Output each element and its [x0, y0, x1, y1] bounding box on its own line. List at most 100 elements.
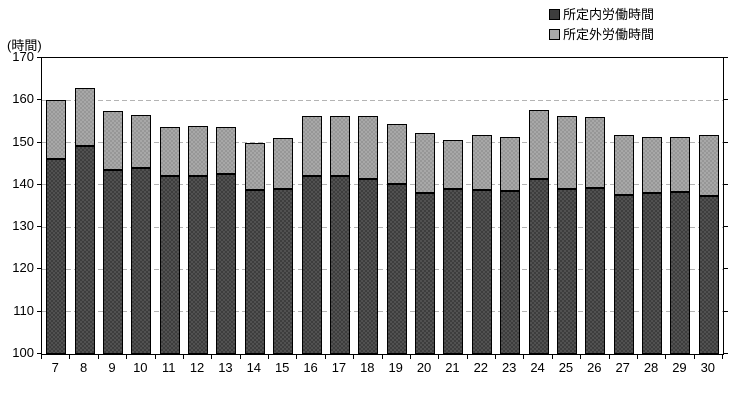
bar-18-overtime-segment — [358, 116, 379, 179]
y-tick-mark-right-150 — [724, 141, 728, 143]
gridline-110 — [42, 311, 723, 313]
x-tick-label-9: 9 — [108, 360, 116, 375]
bar-20-scheduled-segment — [415, 192, 436, 354]
bar-18-scheduled-segment — [358, 178, 379, 354]
plot-area — [41, 57, 724, 355]
x-tick-mark-8 — [268, 355, 269, 359]
x-tick-mark-0 — [41, 355, 42, 359]
y-tick-mark-left-130 — [37, 226, 41, 228]
x-tick-mark-23 — [694, 355, 695, 359]
y-tick-mark-right-120 — [724, 268, 728, 270]
x-tick-mark-14 — [438, 355, 439, 359]
y-tick-mark-left-160 — [37, 99, 41, 101]
x-tick-mark-6 — [211, 355, 212, 359]
x-tick-mark-11 — [353, 355, 354, 359]
bar-7-scheduled-segment — [46, 158, 67, 354]
bar-8-overtime-segment — [74, 88, 95, 147]
bar-26-scheduled-segment — [585, 187, 606, 354]
gridline-150 — [42, 142, 723, 144]
bar-11-scheduled-segment — [159, 176, 180, 354]
y-tick-label-100: 100 — [12, 345, 34, 360]
gridline-160 — [42, 99, 723, 101]
y-tick-label-110: 110 — [13, 302, 34, 318]
legend-item-scheduled-hours: 所定内労働時間 — [549, 8, 654, 21]
bar-27-scheduled-segment — [613, 195, 634, 354]
x-tick-mark-22 — [665, 355, 666, 359]
x-tick-mark-20 — [609, 355, 610, 359]
gridline-120 — [42, 268, 723, 270]
legend-swatch-scheduled-icon — [549, 9, 560, 20]
x-tick-label-21: 21 — [445, 360, 460, 375]
x-tick-mark-18 — [552, 355, 553, 359]
bar-24-overtime-segment — [528, 109, 549, 179]
bar-30-scheduled-segment — [698, 195, 719, 354]
x-tick-label-11: 11 — [161, 360, 176, 375]
y-tick-label-130: 130 — [12, 218, 34, 234]
bar-28-scheduled-segment — [642, 192, 663, 354]
x-tick-mark-9 — [296, 355, 297, 359]
bar-24-scheduled-segment — [528, 178, 549, 354]
bar-23-scheduled-segment — [500, 190, 521, 354]
y-tick-mark-left-150 — [37, 141, 41, 143]
bar-19-overtime-segment — [386, 123, 407, 185]
bar-17-scheduled-segment — [329, 175, 350, 354]
y-tick-mark-right-130 — [724, 226, 728, 228]
y-tick-label-150: 150 — [12, 133, 34, 149]
x-tick-mark-15 — [467, 355, 468, 359]
bar-14-scheduled-segment — [244, 189, 265, 354]
bar-16-scheduled-segment — [301, 176, 322, 354]
y-tick-label-140: 140 — [12, 175, 34, 191]
bar-10-scheduled-segment — [131, 167, 152, 354]
bar-10-overtime-segment — [131, 115, 152, 168]
bar-20-overtime-segment — [415, 132, 436, 193]
y-axis-unit-label: (時間) — [7, 38, 42, 53]
x-tick-mark-4 — [155, 355, 156, 359]
x-tick-label-23: 23 — [501, 360, 517, 375]
bar-9-overtime-segment — [102, 111, 123, 171]
bar-12-overtime-segment — [188, 125, 209, 177]
y-tick-mark-left-120 — [37, 268, 41, 270]
bar-12-scheduled-segment — [188, 176, 209, 354]
x-tick-mark-12 — [382, 355, 383, 359]
y-tick-mark-left-100 — [37, 353, 41, 354]
x-tick-label-18: 18 — [360, 360, 375, 375]
bar-25-scheduled-segment — [556, 188, 577, 354]
y-tick-label-160: 160 — [12, 91, 34, 107]
y-tick-label-120: 120 — [12, 260, 34, 276]
bar-13-scheduled-segment — [216, 174, 237, 354]
x-tick-label-26: 26 — [587, 360, 602, 375]
bar-22-scheduled-segment — [471, 189, 492, 354]
y-tick-mark-right-110 — [724, 310, 728, 312]
bar-17-overtime-segment — [329, 116, 350, 176]
bar-7-overtime-segment — [46, 99, 67, 159]
legend-swatch-overtime-icon — [549, 29, 560, 40]
bar-25-overtime-segment — [556, 116, 577, 189]
bar-26-overtime-segment — [585, 116, 606, 188]
x-tick-label-24: 24 — [530, 360, 545, 375]
x-tick-mark-2 — [98, 355, 99, 359]
bar-15-scheduled-segment — [273, 188, 294, 354]
x-tick-label-10: 10 — [133, 360, 148, 375]
x-tick-mark-16 — [495, 355, 496, 359]
bar-9-scheduled-segment — [102, 170, 123, 354]
bar-29-overtime-segment — [670, 137, 691, 192]
bar-11-overtime-segment — [159, 127, 180, 177]
bar-15-overtime-segment — [273, 137, 294, 189]
bar-28-overtime-segment — [642, 137, 663, 193]
bar-29-scheduled-segment — [670, 191, 691, 354]
x-tick-label-8: 8 — [79, 360, 88, 375]
bar-16-overtime-segment — [301, 115, 322, 177]
x-tick-label-25: 25 — [558, 360, 574, 375]
x-tick-mark-17 — [523, 355, 524, 359]
x-tick-label-28: 28 — [643, 360, 659, 375]
chart-legend: 所定内労働時間 所定外労働時間 — [549, 8, 654, 41]
x-tick-mark-13 — [410, 355, 411, 359]
bar-8-scheduled-segment — [74, 146, 95, 354]
x-tick-label-19: 19 — [388, 360, 403, 375]
legend-label-scheduled: 所定内労働時間 — [563, 7, 655, 22]
x-tick-label-30: 30 — [700, 360, 716, 375]
y-tick-mark-right-170 — [724, 57, 728, 58]
y-tick-mark-right-160 — [724, 99, 728, 101]
x-tick-mark-3 — [126, 355, 127, 359]
gridline-140 — [42, 184, 723, 186]
